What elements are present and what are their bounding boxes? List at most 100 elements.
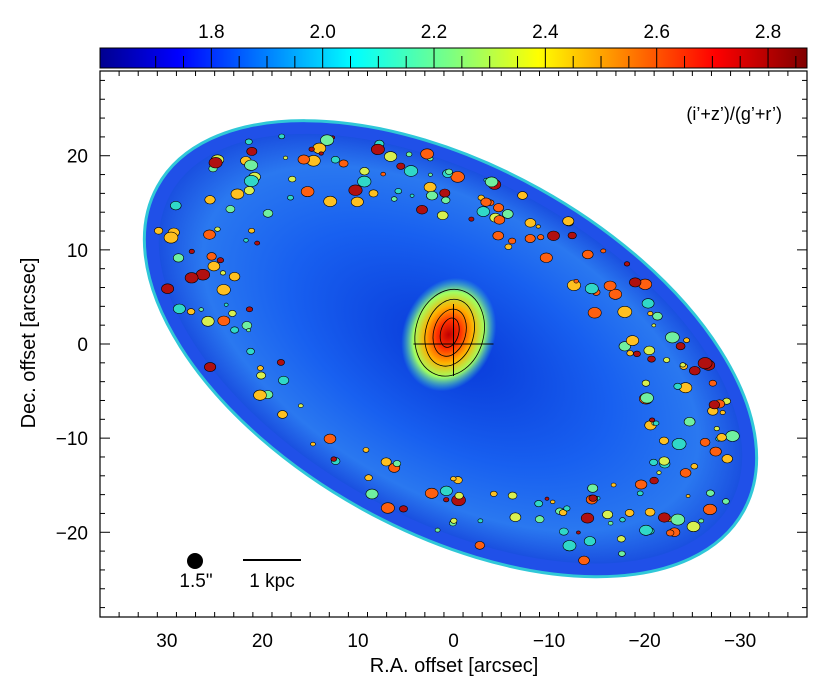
galaxy-knot — [509, 512, 522, 522]
galaxy-knot — [675, 342, 686, 351]
galaxy-knot — [357, 175, 372, 188]
galaxy-knot — [708, 379, 717, 387]
y-tick-label: −20 — [56, 523, 88, 544]
galaxy-knot — [683, 337, 690, 343]
galaxy-knot — [173, 303, 186, 314]
galaxy-knot — [161, 283, 174, 294]
galaxy-knot — [380, 171, 386, 177]
galaxy-knot — [643, 345, 655, 356]
galaxy-knot — [558, 509, 568, 516]
galaxy-knot — [537, 234, 545, 241]
galaxy-knot — [330, 456, 337, 462]
galaxy-knot — [524, 234, 536, 243]
galaxy-knot — [562, 216, 575, 226]
galaxy-knot — [423, 182, 437, 193]
galaxy-knot — [689, 366, 701, 376]
galaxy-knot — [721, 454, 733, 464]
galaxy-knot — [507, 491, 518, 500]
galaxy-knot — [364, 474, 373, 482]
axis-ticks — [100, 71, 807, 617]
galaxy-knot — [297, 154, 310, 165]
galaxy-knot — [310, 441, 316, 447]
galaxy-knot — [619, 517, 626, 523]
galaxy-knot — [624, 509, 635, 517]
galaxy-knot — [257, 365, 264, 371]
galaxy-knot — [652, 420, 660, 426]
galaxy-knot — [318, 151, 324, 156]
galaxy-knot — [187, 308, 196, 315]
y-axis-title: Dec. offset [arcsec] — [18, 258, 40, 429]
galaxy-knot — [243, 238, 249, 243]
galaxy-knot — [330, 156, 340, 164]
galaxy-knot — [437, 210, 449, 220]
galaxy-knot — [277, 410, 288, 419]
y-tick-label: 10 — [67, 241, 88, 262]
galaxy-knot — [308, 146, 315, 152]
galaxy-knot — [659, 436, 669, 445]
galaxy-knot — [607, 520, 614, 526]
galaxy-knot — [625, 335, 639, 346]
galaxy-knot — [428, 172, 433, 177]
galaxy-knot — [580, 512, 595, 524]
galaxy-knot — [384, 151, 398, 162]
galaxy-knot — [468, 216, 475, 222]
galaxy-knot — [450, 517, 458, 524]
galaxy-knot — [323, 195, 338, 207]
galaxy-knot — [685, 494, 691, 498]
galaxy-knot — [673, 382, 682, 390]
galaxy-knot — [207, 261, 221, 272]
colorbar: 1.8 2.0 2.2 2.4 2.6 2.8 — [99, 22, 808, 69]
galaxy-knot — [217, 315, 231, 326]
galaxy-knot — [445, 168, 453, 175]
galaxy-knot — [493, 215, 506, 225]
galaxy-knot — [362, 447, 370, 453]
galaxy-knot — [600, 248, 607, 254]
galaxy-knot — [426, 190, 438, 201]
galaxy-knot — [298, 403, 304, 408]
galaxy-knot — [686, 521, 701, 532]
galaxy-knot — [216, 257, 224, 264]
galaxy-knot — [288, 175, 297, 183]
galaxy-knot — [502, 209, 514, 219]
galaxy-knot — [534, 500, 544, 508]
colorbar-ticks — [155, 48, 797, 68]
galaxy-knot — [610, 482, 617, 488]
galaxy-knot — [282, 155, 288, 160]
galaxy-knot — [223, 302, 229, 307]
y-tick-label: 20 — [67, 147, 88, 168]
galaxy-knot — [229, 272, 241, 282]
galaxy-knot — [244, 159, 258, 171]
galaxy-knot — [663, 357, 671, 363]
galaxy-knot — [409, 193, 415, 198]
galaxy-knot — [626, 350, 634, 357]
galaxy-knot — [246, 328, 251, 333]
galaxy-knot — [228, 309, 237, 317]
galaxy-knot — [666, 529, 675, 537]
galaxy-knot — [323, 433, 337, 444]
galaxy-knot — [204, 362, 217, 372]
x-tick-labels: 30 20 10 0 −10 −20 −30 — [156, 631, 756, 652]
galaxy-knot — [241, 321, 253, 330]
galaxy-knot — [634, 479, 648, 490]
galaxy-knot — [699, 437, 711, 447]
galaxy-knot — [188, 248, 195, 254]
x-tick-label: 0 — [448, 631, 459, 652]
colorbar-tick-label: 2.6 — [643, 22, 669, 43]
galaxy-knot — [441, 196, 451, 204]
galaxy-knot — [709, 446, 722, 457]
galaxy-knot — [671, 438, 687, 450]
galaxy-knot — [203, 229, 216, 240]
galaxy-knot — [173, 253, 185, 263]
galaxy-knot — [230, 326, 239, 334]
galaxy-knot — [708, 400, 721, 410]
galaxy-knot — [348, 184, 363, 196]
galaxy-knot — [524, 218, 537, 228]
galaxy-knot — [641, 379, 651, 387]
galaxy-knot — [214, 226, 221, 232]
galaxy-knot — [220, 270, 227, 276]
galaxy-knot — [547, 230, 560, 241]
galaxy-knot — [208, 157, 223, 169]
galaxy-knot — [454, 492, 464, 500]
galaxy-knot — [573, 279, 579, 284]
